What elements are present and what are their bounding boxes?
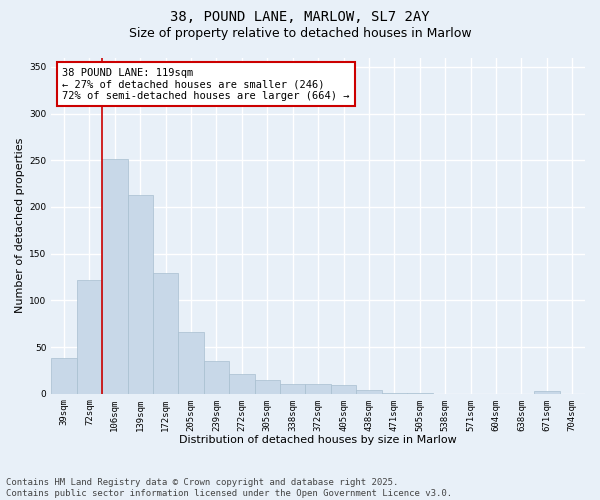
Text: 38 POUND LANE: 119sqm
← 27% of detached houses are smaller (246)
72% of semi-det: 38 POUND LANE: 119sqm ← 27% of detached …	[62, 68, 349, 101]
Bar	[331, 386, 356, 394]
Text: Size of property relative to detached houses in Marlow: Size of property relative to detached ho…	[128, 28, 472, 40]
Bar	[204, 361, 229, 394]
Bar	[178, 332, 204, 394]
Bar	[153, 273, 178, 394]
Bar	[534, 391, 560, 394]
Bar	[254, 380, 280, 394]
Text: 38, POUND LANE, MARLOW, SL7 2AY: 38, POUND LANE, MARLOW, SL7 2AY	[170, 10, 430, 24]
Bar	[229, 374, 254, 394]
Bar	[77, 280, 102, 394]
Bar	[102, 160, 128, 394]
Bar	[280, 384, 305, 394]
Y-axis label: Number of detached properties: Number of detached properties	[15, 138, 25, 314]
Bar	[128, 195, 153, 394]
Bar	[305, 384, 331, 394]
Text: Contains HM Land Registry data © Crown copyright and database right 2025.
Contai: Contains HM Land Registry data © Crown c…	[6, 478, 452, 498]
Bar	[356, 390, 382, 394]
Bar	[407, 393, 433, 394]
Bar	[382, 393, 407, 394]
X-axis label: Distribution of detached houses by size in Marlow: Distribution of detached houses by size …	[179, 435, 457, 445]
Bar	[51, 358, 77, 394]
